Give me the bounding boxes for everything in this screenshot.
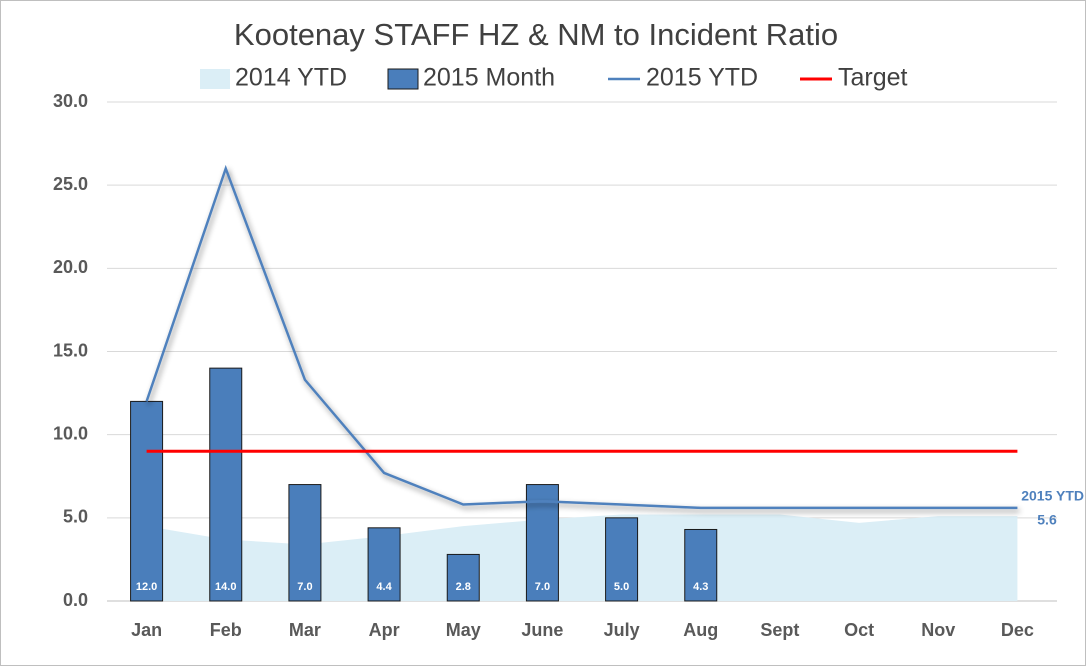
bar [367,527,401,602]
y-tick-label: 20.0 [53,257,88,277]
end-label-name: 2015 YTD [1021,488,1084,504]
x-tick-label: Aug [683,620,718,640]
bar-value-label: 5.0 [614,581,629,593]
legend-label: Target [838,64,908,92]
x-tick-label: Dec [1001,620,1034,640]
x-tick-label: Feb [210,620,242,640]
plot: 12.0 14.0 7.0 4.4 2.8 7.0 5.0 4.3 [130,164,1018,602]
x-tick-label: July [604,620,640,640]
x-tick-label: Sept [760,620,799,640]
bar [288,484,322,602]
x-tick-label: June [521,620,563,640]
y-tick-label: 0.0 [63,590,88,610]
bar-value-label: 14.0 [215,581,236,593]
bar [130,400,164,602]
chart-title: Kootenay STAFF HZ & NM to Incident Ratio [234,17,838,52]
legend-label: 2015 Month [423,64,555,92]
y-tick-label: 10.0 [53,423,88,443]
bar-value-label: 12.0 [136,581,157,593]
y-tick-label: 25.0 [53,174,88,194]
bar-value-label: 4.4 [376,581,392,593]
bar-value-label: 2.8 [456,581,471,593]
bar-value-label: 7.0 [535,581,550,593]
bar [446,553,480,602]
bar-value-label: 7.0 [297,581,312,593]
legend-swatch [200,69,230,89]
bar [209,367,243,602]
end-label-value: 5.6 [1037,512,1057,528]
area [146,514,1018,601]
bar-value-label: 4.3 [693,581,708,593]
legend-label: 2014 YTD [235,64,347,92]
bar [605,517,639,602]
bar [684,528,718,602]
line [145,164,1018,510]
x-tick-label: Apr [369,620,400,640]
x-tick-label: May [446,620,481,640]
x-tick-label: Mar [289,620,321,640]
y-tick-label: 5.0 [63,507,88,527]
x-tick-label: Jan [131,620,162,640]
bar [525,484,559,602]
y-tick-label: 15.0 [53,340,88,360]
x-tick-label: Nov [921,620,955,640]
legend-swatch [387,68,419,90]
legend-label: 2015 YTD [646,64,758,92]
y-tick-label: 30.0 [53,91,88,111]
x-tick-label: Oct [844,620,874,640]
